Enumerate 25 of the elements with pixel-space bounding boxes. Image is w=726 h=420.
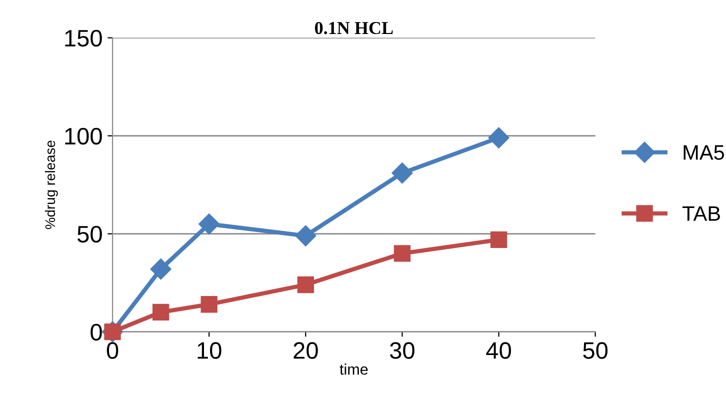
x-axis-title: time bbox=[340, 364, 368, 375]
point bbox=[488, 127, 510, 148]
x-tick-label: 0 bbox=[106, 342, 118, 359]
y-axis-title: %drug release bbox=[44, 140, 58, 230]
chart-title: 0.1N HCL bbox=[314, 22, 393, 34]
legend-label: MA5 bbox=[684, 145, 724, 160]
x-tick-label: 50 bbox=[583, 342, 608, 359]
point bbox=[198, 213, 220, 235]
y-tick-label: 50 bbox=[77, 226, 102, 243]
legend-label: TAB bbox=[682, 206, 720, 221]
x-tick-label: 10 bbox=[198, 342, 222, 359]
point bbox=[392, 162, 413, 184]
point bbox=[295, 225, 316, 246]
point bbox=[152, 304, 170, 321]
point bbox=[297, 276, 314, 294]
y-tick-label: 150 bbox=[65, 30, 102, 47]
x-tick-label: 40 bbox=[486, 342, 511, 359]
y-tick-label: 0 bbox=[90, 324, 102, 341]
x-tick-label: 30 bbox=[390, 342, 414, 359]
point bbox=[150, 258, 172, 280]
point bbox=[200, 296, 218, 313]
point bbox=[394, 245, 411, 262]
x-tick-label: 20 bbox=[294, 342, 318, 359]
y-tick-label: 100 bbox=[65, 128, 102, 145]
point bbox=[490, 231, 508, 248]
